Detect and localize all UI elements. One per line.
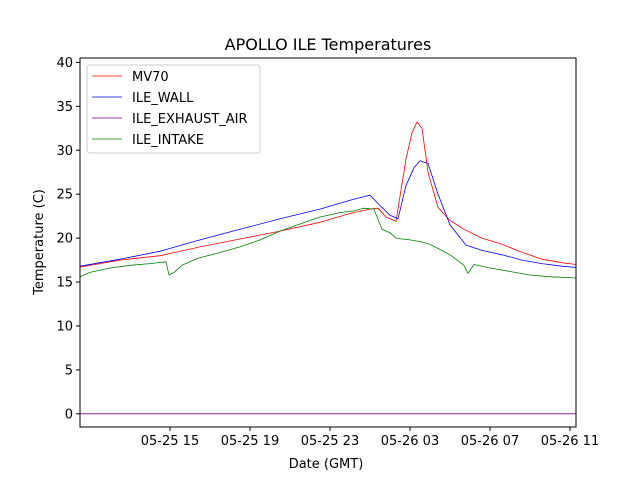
plot-frame [79, 57, 577, 428]
series-line-ile-wall [80, 160, 576, 268]
x-tick-label: 05-26 11 [541, 434, 599, 449]
series-line-mv70 [80, 121, 576, 268]
x-tick-label: 05-26 03 [381, 434, 439, 449]
axis-ticks: 0 5 10 15 20 25 30 35 40 05-25 15 05-25 19 05-25 23… [56, 56, 599, 449]
y-tick-label: 30 [56, 144, 73, 159]
x-tick-label: 05-25 19 [221, 434, 279, 449]
legend-label: ILE_INTAKE [132, 133, 204, 148]
legend-label: MV70 [132, 70, 169, 85]
legend-label: ILE_WALL [132, 91, 194, 106]
y-tick-label: 15 [56, 276, 73, 291]
x-tick-label: 05-25 23 [301, 434, 359, 449]
y-tick-label: 5 [65, 363, 73, 378]
y-tick-label: 25 [56, 188, 73, 203]
legend: MV70 ILE_WALL ILE_EXHAUST_AIR ILE_INTAKE [86, 64, 261, 154]
series-layer [80, 121, 576, 415]
y-tick-label: 10 [56, 319, 73, 334]
series-line-ile-intake [80, 207, 576, 279]
y-axis-label: Temperature (C) [32, 189, 47, 296]
chart-title: APOLLO ILE Temperatures [225, 35, 432, 54]
y-tick-label: 0 [65, 407, 73, 422]
y-tick-label: 20 [56, 232, 73, 247]
legend-frame [86, 64, 261, 154]
x-axis-label: Date (GMT) [289, 457, 364, 472]
legend-label: ILE_EXHAUST_AIR [132, 112, 248, 127]
x-tick-label: 05-26 07 [461, 434, 519, 449]
x-tick-label: 05-25 15 [141, 434, 199, 449]
y-tick-label: 40 [56, 56, 73, 71]
y-tick-label: 35 [56, 100, 73, 115]
